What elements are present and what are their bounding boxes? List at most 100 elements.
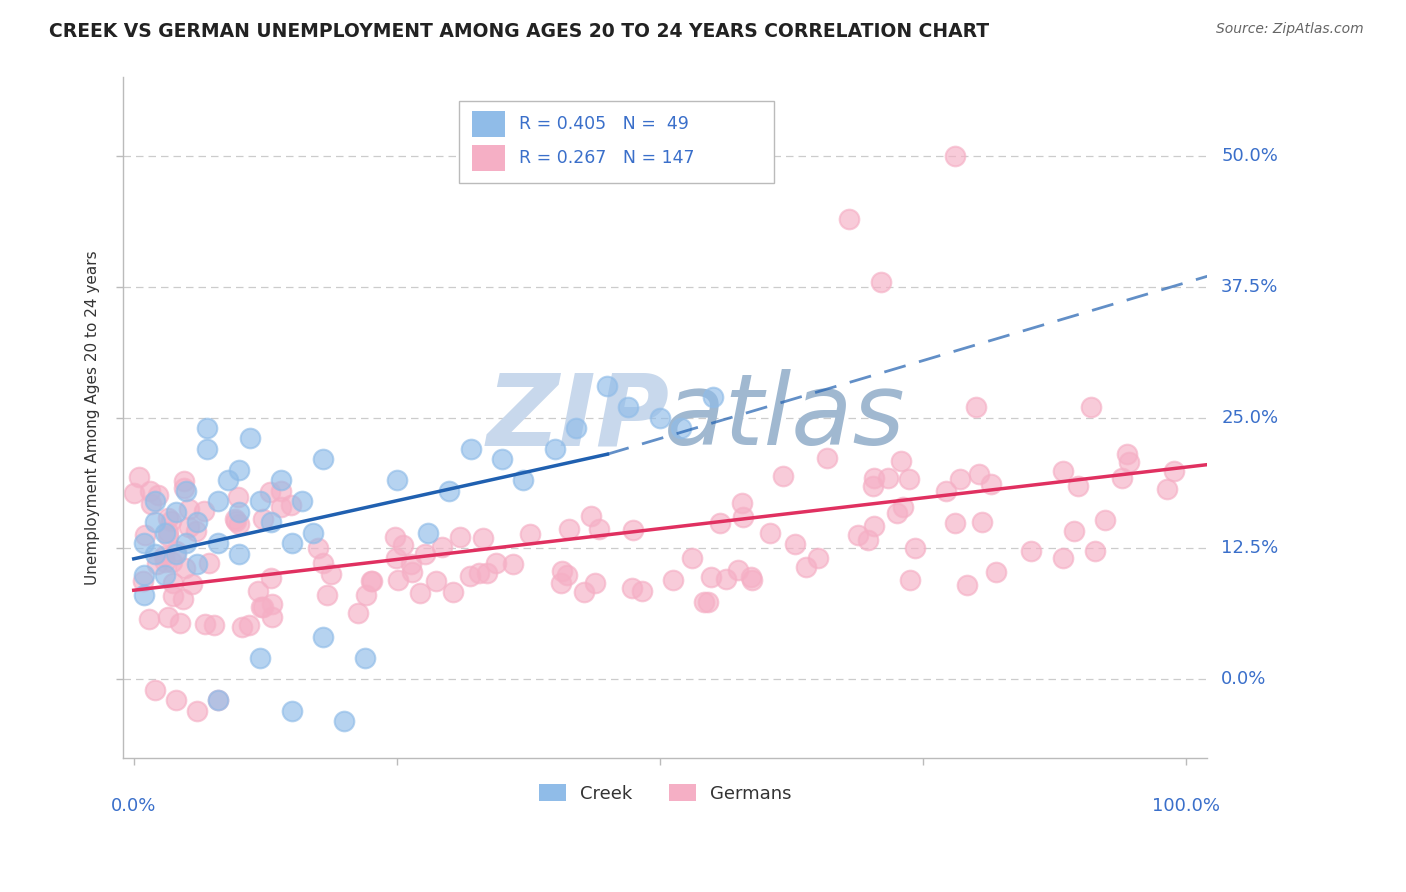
Point (387, 574, 409, 588)
Text: atlas: atlas (664, 369, 905, 466)
Point (157, 609, 180, 624)
Point (155, 567, 177, 582)
Point (418, 525, 440, 540)
Point (246, 584, 269, 599)
Point (207, 536, 229, 550)
Point (228, 516, 250, 531)
Point (934, 484, 956, 499)
Point (870, 275, 893, 289)
Point (949, 472, 972, 486)
Point (696, 595, 718, 609)
Point (512, 474, 534, 488)
Point (179, 520, 201, 534)
Point (485, 557, 508, 571)
Point (965, 400, 987, 414)
Point (228, 547, 250, 561)
Point (967, 467, 990, 482)
Point (1063, 524, 1085, 538)
Point (1156, 482, 1178, 496)
Point (139, 483, 162, 498)
Point (176, 536, 198, 550)
Point (202, 618, 225, 632)
Point (858, 533, 880, 547)
Point (143, 515, 166, 529)
Point (491, 452, 513, 467)
Point (165, 544, 187, 558)
Point (148, 488, 170, 502)
FancyBboxPatch shape (472, 111, 505, 136)
Point (252, 599, 274, 614)
Point (519, 527, 541, 541)
Point (970, 515, 993, 529)
Point (316, 588, 339, 602)
Point (617, 400, 640, 414)
Point (260, 610, 283, 624)
Point (354, 589, 377, 603)
Point (1021, 543, 1043, 558)
Point (128, 470, 150, 484)
Point (1118, 455, 1140, 469)
Point (207, 693, 229, 707)
Point (198, 556, 221, 570)
Y-axis label: Unemployment Among Ages 20 to 24 years: Unemployment Among Ages 20 to 24 years (86, 251, 100, 585)
Point (838, 211, 860, 226)
Point (361, 574, 384, 589)
Point (193, 504, 215, 518)
Point (270, 474, 292, 488)
Point (134, 567, 156, 582)
Point (693, 594, 716, 608)
Point (716, 573, 738, 587)
Point (449, 530, 471, 544)
Point (347, 606, 370, 620)
Point (162, 576, 184, 591)
Point (160, 515, 183, 529)
Point (143, 547, 166, 561)
Point (250, 599, 273, 614)
Point (143, 682, 166, 697)
Point (709, 516, 731, 530)
Point (270, 500, 292, 514)
Point (1080, 400, 1102, 414)
Point (280, 704, 302, 718)
Text: Source: ZipAtlas.com: Source: ZipAtlas.com (1216, 22, 1364, 37)
Point (134, 589, 156, 603)
Point (249, 494, 271, 508)
Text: 0.0%: 0.0% (1222, 670, 1267, 689)
Point (134, 536, 156, 550)
Point (165, 693, 187, 707)
Point (621, 523, 644, 537)
Point (312, 556, 335, 570)
Point (458, 568, 481, 582)
Point (1067, 479, 1090, 493)
Point (401, 565, 423, 579)
Point (699, 570, 721, 584)
Point (384, 530, 406, 544)
Point (596, 379, 619, 393)
Point (224, 512, 246, 526)
Point (301, 525, 323, 540)
Point (631, 584, 654, 599)
Point (176, 483, 198, 498)
Point (177, 501, 200, 516)
Point (146, 557, 169, 571)
Point (392, 538, 415, 552)
Point (197, 421, 219, 435)
Point (443, 584, 465, 599)
Point (160, 555, 183, 569)
Point (180, 577, 202, 591)
Point (143, 494, 166, 508)
Point (312, 452, 335, 467)
Point (544, 442, 567, 456)
Point (1084, 543, 1107, 558)
Point (225, 515, 247, 529)
Point (1111, 471, 1133, 485)
Point (385, 474, 408, 488)
Point (152, 549, 174, 563)
Point (740, 569, 762, 583)
Point (194, 616, 217, 631)
Point (807, 551, 830, 566)
Point (186, 557, 208, 571)
FancyBboxPatch shape (460, 102, 773, 183)
Point (162, 589, 184, 603)
Point (157, 529, 180, 543)
